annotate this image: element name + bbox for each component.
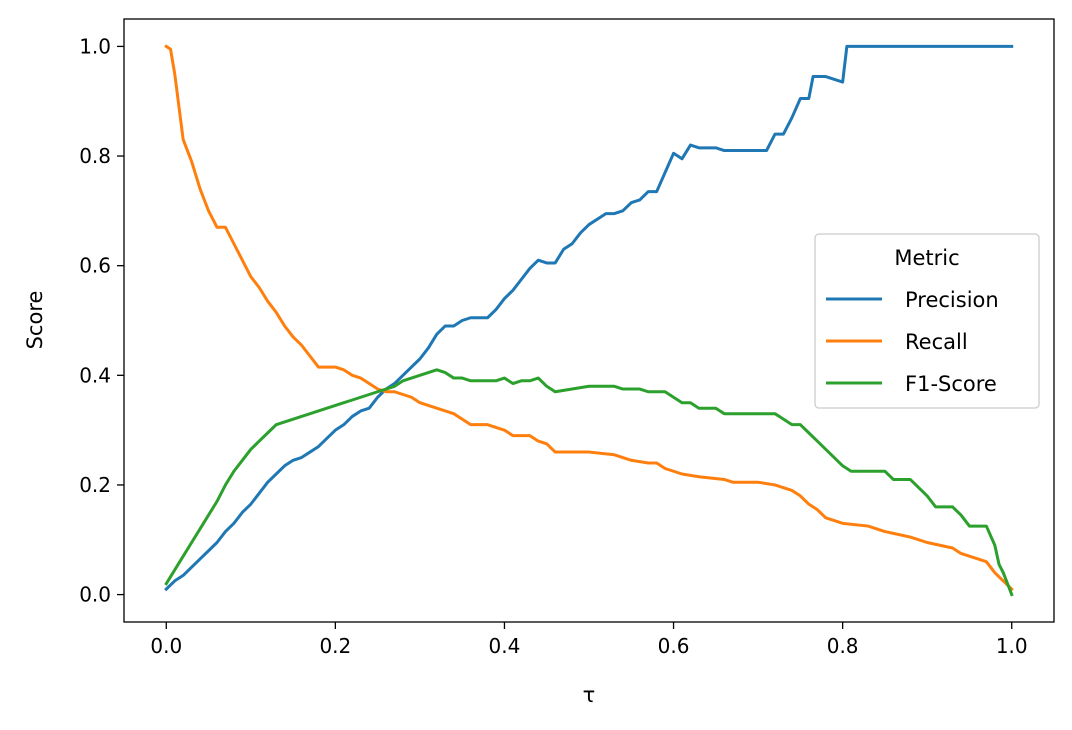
y-tick-label: 0.8: [79, 144, 111, 168]
y-tick-label: 1.0: [79, 34, 111, 58]
x-axis-ticks: 0.0 0.2 0.4 0.6 0.8 1.0: [150, 622, 1028, 658]
series-line-precision: [164, 44, 1014, 592]
legend-title: Metric: [894, 246, 959, 270]
y-tick-label: 0.2: [79, 473, 111, 497]
y-tick-label: 0.4: [79, 363, 111, 387]
legend: Metric Precision Recall F1-Score: [814, 233, 1040, 409]
legend-label-f1-score: F1-Score: [905, 372, 997, 396]
x-tick-label: 0.0: [150, 634, 182, 658]
legend-box: [814, 233, 1040, 409]
y-tick-label: 0.0: [79, 583, 111, 607]
series-line-recall: [164, 44, 1014, 592]
legend-entries: Precision Recall F1-Score: [826, 288, 999, 396]
x-tick-label: 1.0: [996, 634, 1028, 658]
series-layer: [164, 44, 1014, 597]
x-tick-label: 0.2: [319, 634, 351, 658]
x-tick-label: 0.4: [489, 634, 521, 658]
series-line-f1-score: [164, 368, 1014, 597]
y-axis-label: Score: [23, 291, 47, 350]
plot-frame: [123, 18, 1055, 623]
x-tick-label: 0.8: [827, 634, 859, 658]
y-tick-label: 0.6: [79, 254, 111, 278]
x-tick-label: 0.6: [658, 634, 690, 658]
legend-label-recall: Recall: [905, 330, 968, 354]
legend-label-precision: Precision: [905, 288, 999, 312]
x-axis-label: τ: [583, 683, 596, 707]
y-axis-ticks: 0.0 0.2 0.4 0.6 0.8 1.0: [79, 34, 124, 607]
